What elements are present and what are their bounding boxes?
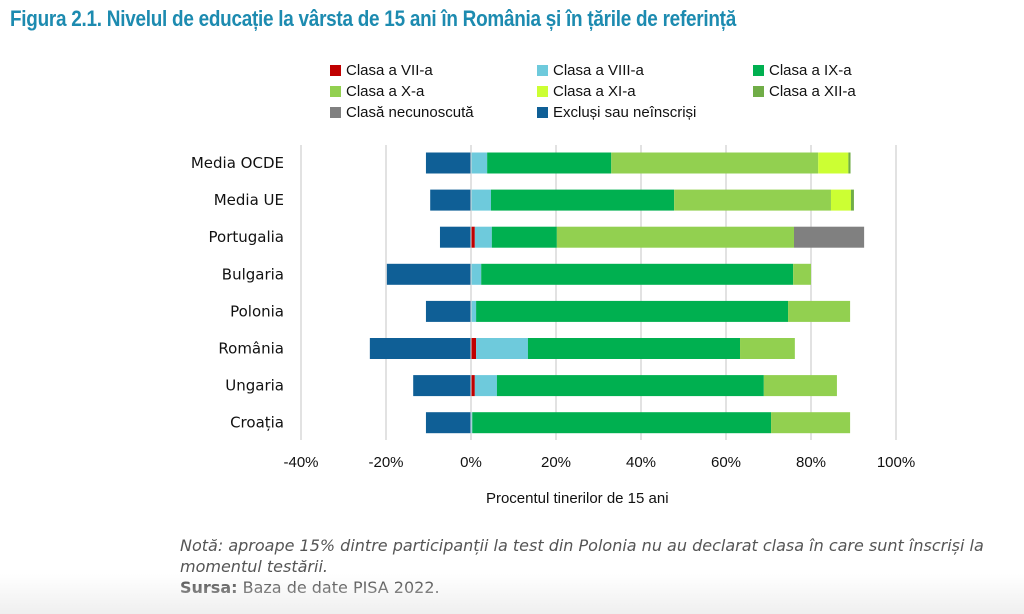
bar-croatia-ix: [472, 412, 772, 434]
legend-swatch: [330, 65, 341, 76]
source-text: Baza de date PISA 2022.: [237, 578, 440, 597]
bar-media-ue-xii: [850, 189, 854, 211]
bar-portugalia-x: [556, 226, 794, 248]
figure-title: Figura 2.1. Nivelul de educație la vârst…: [10, 6, 736, 31]
source-label: Sursa:: [180, 578, 238, 597]
legend-swatch: [330, 107, 341, 118]
x-tick-label: 0%: [460, 454, 482, 471]
bar-portugalia-necunoscuta: [794, 226, 865, 248]
category-label-media-ocde: Media OCDE: [191, 154, 284, 172]
bar-media-ocde-viii: [471, 152, 488, 174]
bar-croatia-x: [771, 412, 851, 434]
bar-media-ue-viii: [471, 189, 491, 211]
x-tick-label: 100%: [877, 454, 915, 471]
legend-item-viii: Clasa a VIII-a: [537, 62, 644, 79]
bar-media-ocde-xii: [848, 152, 851, 174]
x-tick-label: 60%: [711, 454, 741, 471]
legend-item-vii: Clasa a VII-a: [330, 62, 433, 79]
legend-label: Excluși sau neînscriși: [553, 104, 697, 121]
bar-ungaria-vii: [471, 375, 475, 397]
bar-croatia-viii: [471, 412, 473, 434]
legend-label: Clasa a XI-a: [553, 83, 636, 100]
x-tick-label: 20%: [541, 454, 571, 471]
legend-label: Clasă necunoscută: [346, 104, 474, 121]
legend-label: Clasa a XII-a: [769, 83, 856, 100]
bar-romania-vii: [471, 338, 477, 359]
bar-portugalia-ix: [491, 226, 557, 248]
x-tick-label: -40%: [283, 454, 318, 471]
legend-swatch: [330, 86, 341, 97]
legend-swatch: [537, 65, 548, 76]
figure-note: Notă: aproape 15% dintre participanții l…: [180, 535, 1020, 598]
bar-ungaria-ix: [496, 375, 764, 397]
category-label-bulgaria: Bulgaria: [222, 265, 284, 283]
category-label-portugalia: Portugalia: [209, 228, 284, 246]
bar-media-ue-exclusi: [430, 189, 471, 211]
bar-media-ocde-xi: [818, 152, 849, 174]
bar-media-ocde-ix: [487, 152, 612, 174]
bar-portugalia-exclusi: [439, 226, 471, 248]
bar-media-ue-x: [674, 189, 831, 211]
category-label-romania: România: [218, 340, 284, 358]
category-label-croatia: Croația: [230, 414, 284, 432]
legend-label: Clasa a VII-a: [346, 62, 433, 79]
legend-swatch: [537, 86, 548, 97]
bar-ungaria-exclusi: [413, 375, 471, 397]
legend-label: Clasa a VIII-a: [553, 62, 644, 79]
legend-item-exclusi: Excluși sau neînscriși: [537, 104, 696, 121]
legend-swatch: [537, 107, 548, 118]
bar-portugalia-viii: [474, 226, 492, 248]
bar-portugalia-vii: [471, 226, 475, 248]
note-text: Notă: aproape 15% dintre participanții l…: [180, 536, 984, 576]
x-tick-label: -20%: [368, 454, 403, 471]
legend-item-necunoscuta: Clasă necunoscută: [330, 104, 474, 121]
x-axis-title: Procentul tinerilor de 15 ani: [486, 490, 669, 507]
bar-romania-viii: [476, 338, 528, 359]
bar-bulgaria-exclusi: [386, 263, 471, 285]
bar-polonia-viii: [471, 300, 477, 322]
legend-item-x: Clasa a X-a: [330, 83, 424, 100]
source-line: Sursa: Baza de date PISA 2022.: [180, 577, 1020, 598]
category-label-polonia: Polonia: [230, 302, 284, 320]
bar-media-ocde-exclusi: [425, 152, 471, 174]
chart-legend: Clasa a VII-a Clasa a VIII-a Clasa a IX-a C…: [330, 62, 890, 128]
bar-bulgaria-ix: [481, 263, 794, 285]
bar-media-ue-xi: [830, 189, 851, 211]
bar-romania-exclusi: [369, 338, 471, 359]
bar-ungaria-viii: [474, 375, 497, 397]
bar-media-ue-ix: [490, 189, 675, 211]
legend-swatch: [753, 65, 764, 76]
category-label-media-ue: Media UE: [214, 191, 284, 209]
legend-label: Clasa a IX-a: [769, 62, 852, 79]
bar-croatia-exclusi: [425, 412, 471, 434]
legend-label: Clasa a X-a: [346, 83, 425, 100]
bar-romania-x: [740, 338, 795, 359]
bar-polonia-exclusi: [425, 300, 471, 322]
legend-swatch: [753, 86, 764, 97]
stacked-bar-chart: -40% -20% 0% 20% 40% 60% 80% 100% Procentul tine…: [191, 145, 915, 507]
bar-polonia-ix: [476, 300, 789, 322]
legend-item-xi: Clasa a XI-a: [537, 83, 636, 100]
bar-romania-ix: [527, 338, 741, 359]
bar-bulgaria-viii: [471, 263, 482, 285]
x-tick-label: 80%: [796, 454, 826, 471]
x-tick-label: 40%: [626, 454, 656, 471]
bar-ungaria-x: [763, 375, 837, 397]
legend-item-ix: Clasa a IX-a: [753, 62, 852, 79]
category-label-ungaria: Ungaria: [225, 377, 284, 395]
legend-item-xii: Clasa a XII-a: [753, 83, 856, 100]
bar-polonia-x: [788, 300, 851, 322]
bar-media-ocde-x: [611, 152, 819, 174]
bar-bulgaria-x: [793, 263, 811, 285]
